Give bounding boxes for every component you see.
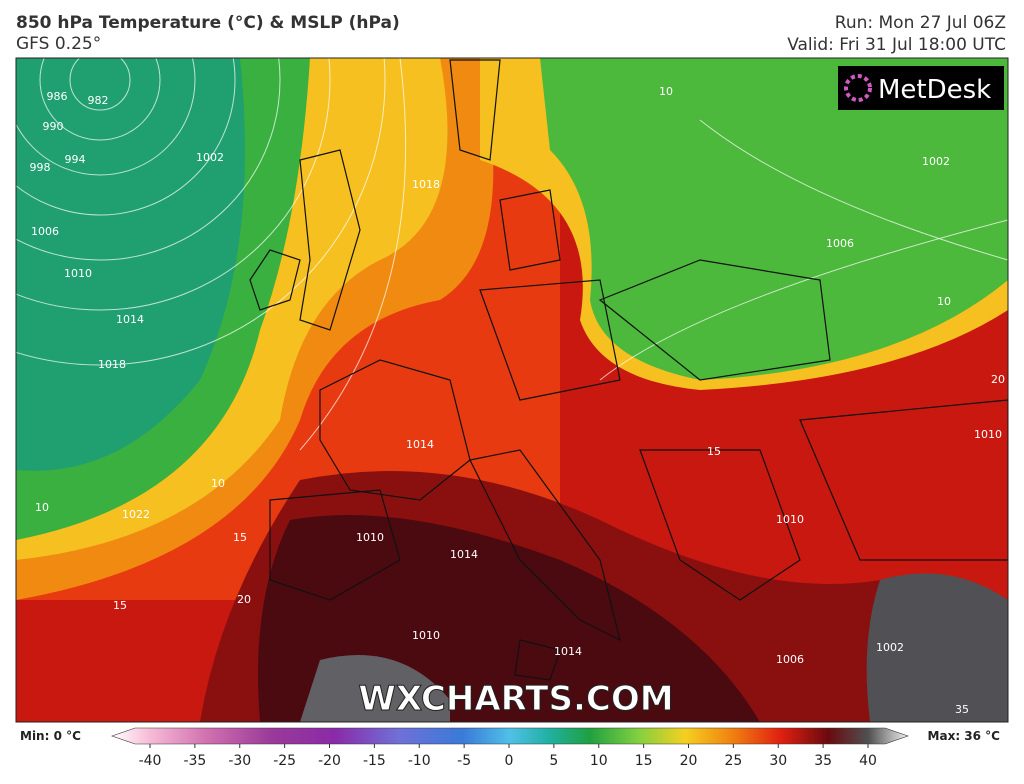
map-label: 35 bbox=[955, 703, 969, 716]
map-label: 15 bbox=[707, 445, 721, 458]
map-label: 986 bbox=[47, 90, 68, 103]
colorbar-tick-label: -40 bbox=[139, 753, 162, 769]
map-label: 20 bbox=[237, 593, 251, 606]
map-label: 10 bbox=[937, 295, 951, 308]
map-label: 20 bbox=[991, 373, 1005, 386]
map-label: 1002 bbox=[922, 155, 950, 168]
map-label: 1010 bbox=[776, 513, 804, 526]
valid: Valid: Fri 31 Jul 18:00 UTC bbox=[787, 35, 1006, 55]
map-label: 1018 bbox=[412, 178, 440, 191]
run: Run: Mon 27 Jul 06Z bbox=[835, 13, 1006, 33]
map-label: 10 bbox=[211, 477, 225, 490]
map-label: 998 bbox=[30, 161, 51, 174]
map-label: 1010 bbox=[974, 428, 1002, 441]
map-label: 10 bbox=[659, 85, 673, 98]
map-label: 1006 bbox=[776, 653, 804, 666]
map-label: 1022 bbox=[122, 508, 150, 521]
logo: MetDesk bbox=[878, 75, 991, 105]
map-label: 1014 bbox=[116, 313, 144, 326]
colorbar-tick-label: 20 bbox=[680, 753, 698, 769]
map-label: 990 bbox=[43, 120, 64, 133]
colorbar-tick-label: 0 bbox=[505, 753, 514, 769]
colorbar-max: Max: 36 °C bbox=[928, 729, 1001, 743]
watermark: WXCHARTS.COM bbox=[358, 679, 673, 719]
colorbar-tick-label: -35 bbox=[183, 753, 206, 769]
logo-box bbox=[838, 66, 1004, 110]
colorbar-tick-label: -20 bbox=[318, 753, 341, 769]
map-label: 1010 bbox=[64, 267, 92, 280]
map-label: 982 bbox=[88, 94, 109, 107]
map-label: 1014 bbox=[406, 438, 434, 451]
colorbar-tick-label: -25 bbox=[273, 753, 296, 769]
colorbar-tick-label: -5 bbox=[457, 753, 471, 769]
map-label: 15 bbox=[233, 531, 247, 544]
colorbar-tick-label: 25 bbox=[724, 753, 742, 769]
colorbar-tick-label: 15 bbox=[635, 753, 653, 769]
map-frame bbox=[15, 57, 1009, 723]
colorbar-tick-label: 30 bbox=[769, 753, 787, 769]
colorbar-tick-label: 5 bbox=[549, 753, 558, 769]
colorbar-tick-label: 10 bbox=[590, 753, 608, 769]
map-label: 1018 bbox=[98, 358, 126, 371]
map-label: 1006 bbox=[31, 225, 59, 238]
subtitle: GFS 0.25° bbox=[16, 34, 101, 54]
map-label: 1006 bbox=[826, 237, 854, 250]
map-label: 10 bbox=[35, 501, 49, 514]
colorbar-tick-label: 40 bbox=[859, 753, 877, 769]
logo-icon bbox=[844, 74, 872, 102]
map-label: 1010 bbox=[412, 629, 440, 642]
colorbar bbox=[111, 727, 909, 745]
map: 9829869909949981002100610101014101810221… bbox=[16, 58, 1008, 722]
colorbar-tick-label: -15 bbox=[363, 753, 386, 769]
map-label: 1002 bbox=[876, 641, 904, 654]
map-label: 1010 bbox=[356, 531, 384, 544]
map-label: 1014 bbox=[554, 645, 582, 658]
colorbar-min: Min: 0 °C bbox=[20, 729, 81, 743]
map-label: 994 bbox=[65, 153, 86, 166]
map-label: 15 bbox=[113, 599, 127, 612]
title: 850 hPa Temperature (°C) & MSLP (hPa) bbox=[16, 13, 400, 33]
map-label: 1002 bbox=[196, 151, 224, 164]
map-label: 1014 bbox=[450, 548, 478, 561]
colorbar-tick-label: -10 bbox=[408, 753, 431, 769]
colorbar-tick-label: 35 bbox=[814, 753, 832, 769]
colorbar-tick-label: -30 bbox=[228, 753, 251, 769]
